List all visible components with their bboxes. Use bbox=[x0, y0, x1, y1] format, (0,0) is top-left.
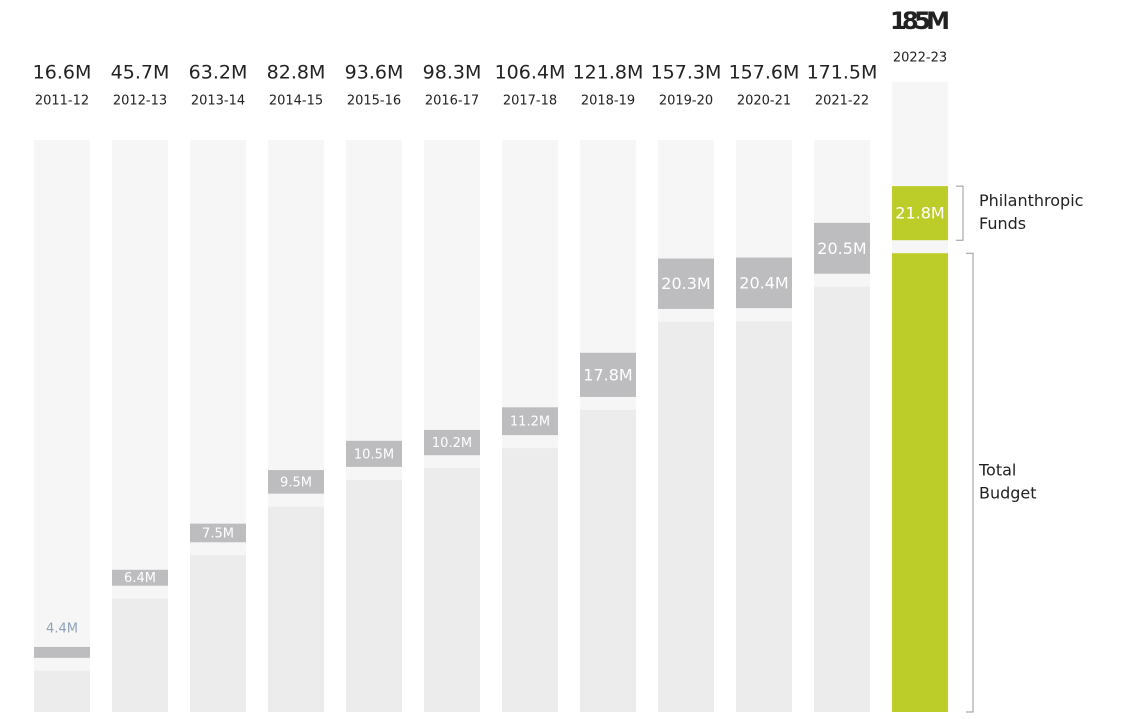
total-bar bbox=[268, 506, 324, 712]
philanthropic-bar bbox=[736, 257, 792, 309]
total-bar bbox=[814, 286, 870, 712]
bracket bbox=[966, 252, 974, 713]
year-label: 2018-19 bbox=[581, 94, 635, 109]
philanthropic-bar bbox=[892, 186, 948, 241]
bracket bbox=[956, 185, 964, 241]
total-label: 157.3M bbox=[651, 62, 722, 84]
philanthropic-label: 7.5M bbox=[202, 526, 234, 541]
legend-word: Funds bbox=[979, 214, 1026, 233]
year-label: 2011-12 bbox=[35, 94, 89, 109]
total-label: 106.4M bbox=[495, 62, 566, 84]
total-bar bbox=[424, 468, 480, 712]
philanthropic-bar bbox=[814, 222, 870, 274]
total-bar bbox=[658, 321, 714, 712]
total-bar bbox=[892, 253, 948, 712]
year-label: 2012-13 bbox=[113, 94, 167, 109]
philanthropic-bar bbox=[268, 470, 324, 494]
philanthropic-bar bbox=[112, 569, 168, 586]
year-label: 2016-17 bbox=[425, 94, 479, 109]
legend-word: Budget bbox=[979, 483, 1037, 502]
philanthropic-label: 11.2M bbox=[510, 415, 550, 430]
year-label: 2017-18 bbox=[503, 94, 557, 109]
philanthropic-label: 10.5M bbox=[354, 447, 394, 462]
total-label: 82.8M bbox=[267, 62, 326, 84]
total-label: 185M bbox=[890, 7, 950, 35]
total-bar bbox=[346, 479, 402, 712]
total-label: 121.8M bbox=[573, 62, 644, 84]
year-label: 2015-16 bbox=[347, 94, 401, 109]
philanthropic-label: 17.8M bbox=[583, 365, 632, 384]
philanthropic-bar bbox=[502, 407, 558, 436]
total-label: 63.2M bbox=[189, 62, 248, 84]
total-bar bbox=[502, 448, 558, 712]
philanthropic-bar bbox=[580, 352, 636, 397]
total-bar bbox=[580, 409, 636, 712]
philanthropic-label: 10.2M bbox=[432, 436, 472, 451]
philanthropic-bar bbox=[346, 440, 402, 467]
year-label: 2014-15 bbox=[269, 94, 323, 109]
year-label: 2013-14 bbox=[191, 94, 245, 109]
total-label: 45.7M bbox=[111, 62, 170, 84]
philanthropic-label: 20.4M bbox=[739, 273, 788, 292]
philanthropic-label: 20.5M bbox=[817, 239, 866, 258]
total-label: 171.5M bbox=[807, 62, 878, 84]
philanthropic-label: 20.3M bbox=[661, 274, 710, 293]
year-label: 2020-21 bbox=[737, 94, 791, 109]
total-label: 157.6M bbox=[729, 62, 800, 84]
philanthropic-label: 9.5M bbox=[280, 475, 312, 490]
year-label: 2022-23 bbox=[893, 51, 947, 66]
philanthropic-bar bbox=[424, 429, 480, 456]
total-bar bbox=[190, 555, 246, 712]
philanthropic-bar bbox=[34, 646, 90, 658]
philanthropic-label: 4.4M bbox=[46, 621, 78, 636]
total-label: 98.3M bbox=[423, 62, 482, 84]
philanthropic-label: 21.8M bbox=[895, 204, 944, 223]
total-bar bbox=[34, 670, 90, 712]
legend-word: Philanthropic bbox=[979, 191, 1083, 210]
year-label: 2019-20 bbox=[659, 94, 713, 109]
column-background bbox=[34, 140, 90, 712]
philanthropic-bar bbox=[190, 523, 246, 543]
legend-label: Philanthropic Funds bbox=[979, 191, 1083, 233]
total-bar bbox=[112, 598, 168, 712]
philanthropic-bar bbox=[658, 258, 714, 309]
total-label: 16.6M bbox=[33, 62, 92, 84]
philanthropic-label: 6.4M bbox=[124, 571, 156, 586]
total-bar bbox=[736, 321, 792, 712]
year-label: 2021-22 bbox=[815, 94, 869, 109]
total-label: 93.6M bbox=[345, 62, 404, 84]
legend-word: Total bbox=[978, 460, 1016, 479]
legend-label: Total Budget bbox=[978, 460, 1037, 502]
